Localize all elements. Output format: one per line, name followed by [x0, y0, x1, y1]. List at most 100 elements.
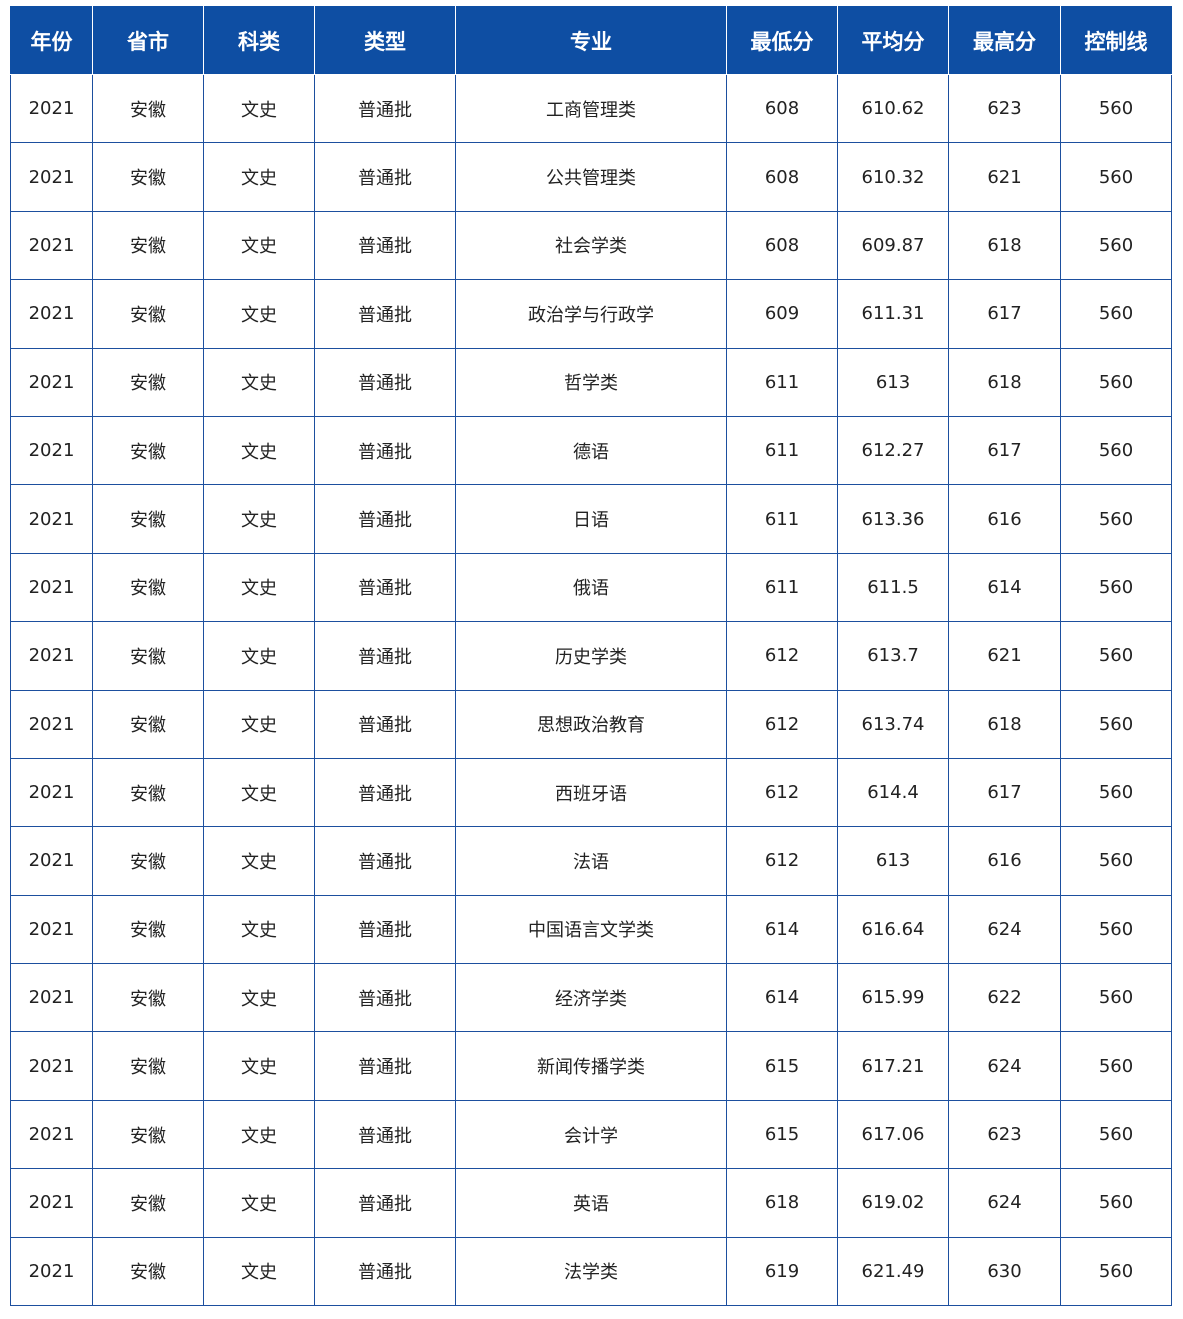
cell-batch: 普通批: [314, 894, 456, 965]
cell-province: 安徽: [92, 415, 204, 486]
cell-year: 2021: [10, 621, 93, 691]
cell-year: 2021: [10, 484, 93, 554]
cell-province: 安徽: [92, 757, 204, 828]
cell-year: 2021: [10, 757, 93, 828]
cell-max-score: 616: [948, 484, 1061, 554]
cell-control-line: 560: [1060, 73, 1172, 144]
table-row: 2021 安徽 文史 普通批 思想政治教育 612 613.74 618 560: [10, 689, 1172, 759]
cell-batch: 普通批: [314, 1168, 456, 1238]
cell-batch: 普通批: [314, 1236, 456, 1307]
cell-control-line: 560: [1060, 415, 1172, 486]
cell-category: 文史: [203, 689, 315, 759]
cell-min-score: 608: [726, 210, 838, 281]
cell-batch: 普通批: [314, 552, 456, 623]
cell-batch: 普通批: [314, 73, 456, 144]
cell-province: 安徽: [92, 484, 204, 554]
table-row: 2021 安徽 文史 普通批 俄语 611 611.5 614 560: [10, 552, 1172, 623]
cell-batch: 普通批: [314, 415, 456, 486]
cell-min-score: 611: [726, 552, 838, 623]
cell-control-line: 560: [1060, 1236, 1172, 1307]
cell-category: 文史: [203, 347, 315, 417]
cell-avg-score: 621.49: [837, 1236, 949, 1307]
cell-category: 文史: [203, 757, 315, 828]
cell-control-line: 560: [1060, 963, 1172, 1033]
cell-province: 安徽: [92, 1031, 204, 1101]
cell-major: 哲学类: [455, 347, 727, 417]
cell-category: 文史: [203, 73, 315, 144]
cell-category: 文史: [203, 1236, 315, 1307]
table-row: 2021 安徽 文史 普通批 经济学类 614 615.99 622 560: [10, 963, 1172, 1033]
cell-major: 新闻传播学类: [455, 1031, 727, 1101]
cell-category: 文史: [203, 1168, 315, 1238]
cell-category: 文史: [203, 484, 315, 554]
cell-batch: 普通批: [314, 279, 456, 349]
column-header-major: 专业: [455, 6, 727, 75]
cell-avg-score: 612.27: [837, 415, 949, 486]
cell-avg-score: 613.74: [837, 689, 949, 759]
cell-avg-score: 616.64: [837, 894, 949, 965]
cell-control-line: 560: [1060, 142, 1172, 212]
cell-min-score: 608: [726, 142, 838, 212]
cell-avg-score: 619.02: [837, 1168, 949, 1238]
table-row: 2021 安徽 文史 普通批 西班牙语 612 614.4 617 560: [10, 757, 1172, 828]
cell-major: 西班牙语: [455, 757, 727, 828]
column-header-category: 科类: [203, 6, 315, 75]
cell-min-score: 615: [726, 1099, 838, 1170]
cell-year: 2021: [10, 1031, 93, 1101]
cell-control-line: 560: [1060, 757, 1172, 828]
cell-control-line: 560: [1060, 826, 1172, 896]
cell-category: 文史: [203, 1031, 315, 1101]
cell-category: 文史: [203, 894, 315, 965]
cell-major: 英语: [455, 1168, 727, 1238]
table-row: 2021 安徽 文史 普通批 哲学类 611 613 618 560: [10, 347, 1172, 417]
cell-province: 安徽: [92, 142, 204, 212]
cell-major: 思想政治教育: [455, 689, 727, 759]
cell-min-score: 611: [726, 415, 838, 486]
cell-category: 文史: [203, 621, 315, 691]
cell-year: 2021: [10, 1099, 93, 1170]
table-row: 2021 安徽 文史 普通批 公共管理类 608 610.32 621 560: [10, 142, 1172, 212]
cell-batch: 普通批: [314, 1031, 456, 1101]
cell-batch: 普通批: [314, 142, 456, 212]
cell-max-score: 630: [948, 1236, 1061, 1307]
cell-year: 2021: [10, 894, 93, 965]
cell-province: 安徽: [92, 347, 204, 417]
cell-max-score: 622: [948, 963, 1061, 1033]
cell-major: 社会学类: [455, 210, 727, 281]
cell-category: 文史: [203, 415, 315, 486]
cell-min-score: 609: [726, 279, 838, 349]
cell-province: 安徽: [92, 210, 204, 281]
cell-province: 安徽: [92, 1099, 204, 1170]
cell-year: 2021: [10, 1168, 93, 1238]
cell-control-line: 560: [1060, 279, 1172, 349]
cell-avg-score: 613: [837, 347, 949, 417]
table-row: 2021 安徽 文史 普通批 法语 612 613 616 560: [10, 826, 1172, 896]
cell-province: 安徽: [92, 963, 204, 1033]
cell-max-score: 617: [948, 757, 1061, 828]
cell-max-score: 624: [948, 1168, 1061, 1238]
cell-control-line: 560: [1060, 347, 1172, 417]
cell-batch: 普通批: [314, 210, 456, 281]
cell-province: 安徽: [92, 1168, 204, 1238]
cell-avg-score: 613.7: [837, 621, 949, 691]
cell-avg-score: 617.21: [837, 1031, 949, 1101]
cell-major: 工商管理类: [455, 73, 727, 144]
cell-max-score: 618: [948, 347, 1061, 417]
cell-avg-score: 610.32: [837, 142, 949, 212]
cell-batch: 普通批: [314, 1099, 456, 1170]
cell-major: 德语: [455, 415, 727, 486]
table-row: 2021 安徽 文史 普通批 法学类 619 621.49 630 560: [10, 1236, 1172, 1307]
cell-major: 法学类: [455, 1236, 727, 1307]
cell-province: 安徽: [92, 73, 204, 144]
cell-batch: 普通批: [314, 689, 456, 759]
cell-category: 文史: [203, 279, 315, 349]
column-header-province: 省市: [92, 6, 204, 75]
cell-major: 历史学类: [455, 621, 727, 691]
cell-max-score: 623: [948, 1099, 1061, 1170]
cell-major: 中国语言文学类: [455, 894, 727, 965]
cell-province: 安徽: [92, 826, 204, 896]
table-row: 2021 安徽 文史 普通批 会计学 615 617.06 623 560: [10, 1099, 1172, 1170]
column-header-control-line: 控制线: [1060, 6, 1172, 75]
cell-batch: 普通批: [314, 757, 456, 828]
cell-min-score: 615: [726, 1031, 838, 1101]
